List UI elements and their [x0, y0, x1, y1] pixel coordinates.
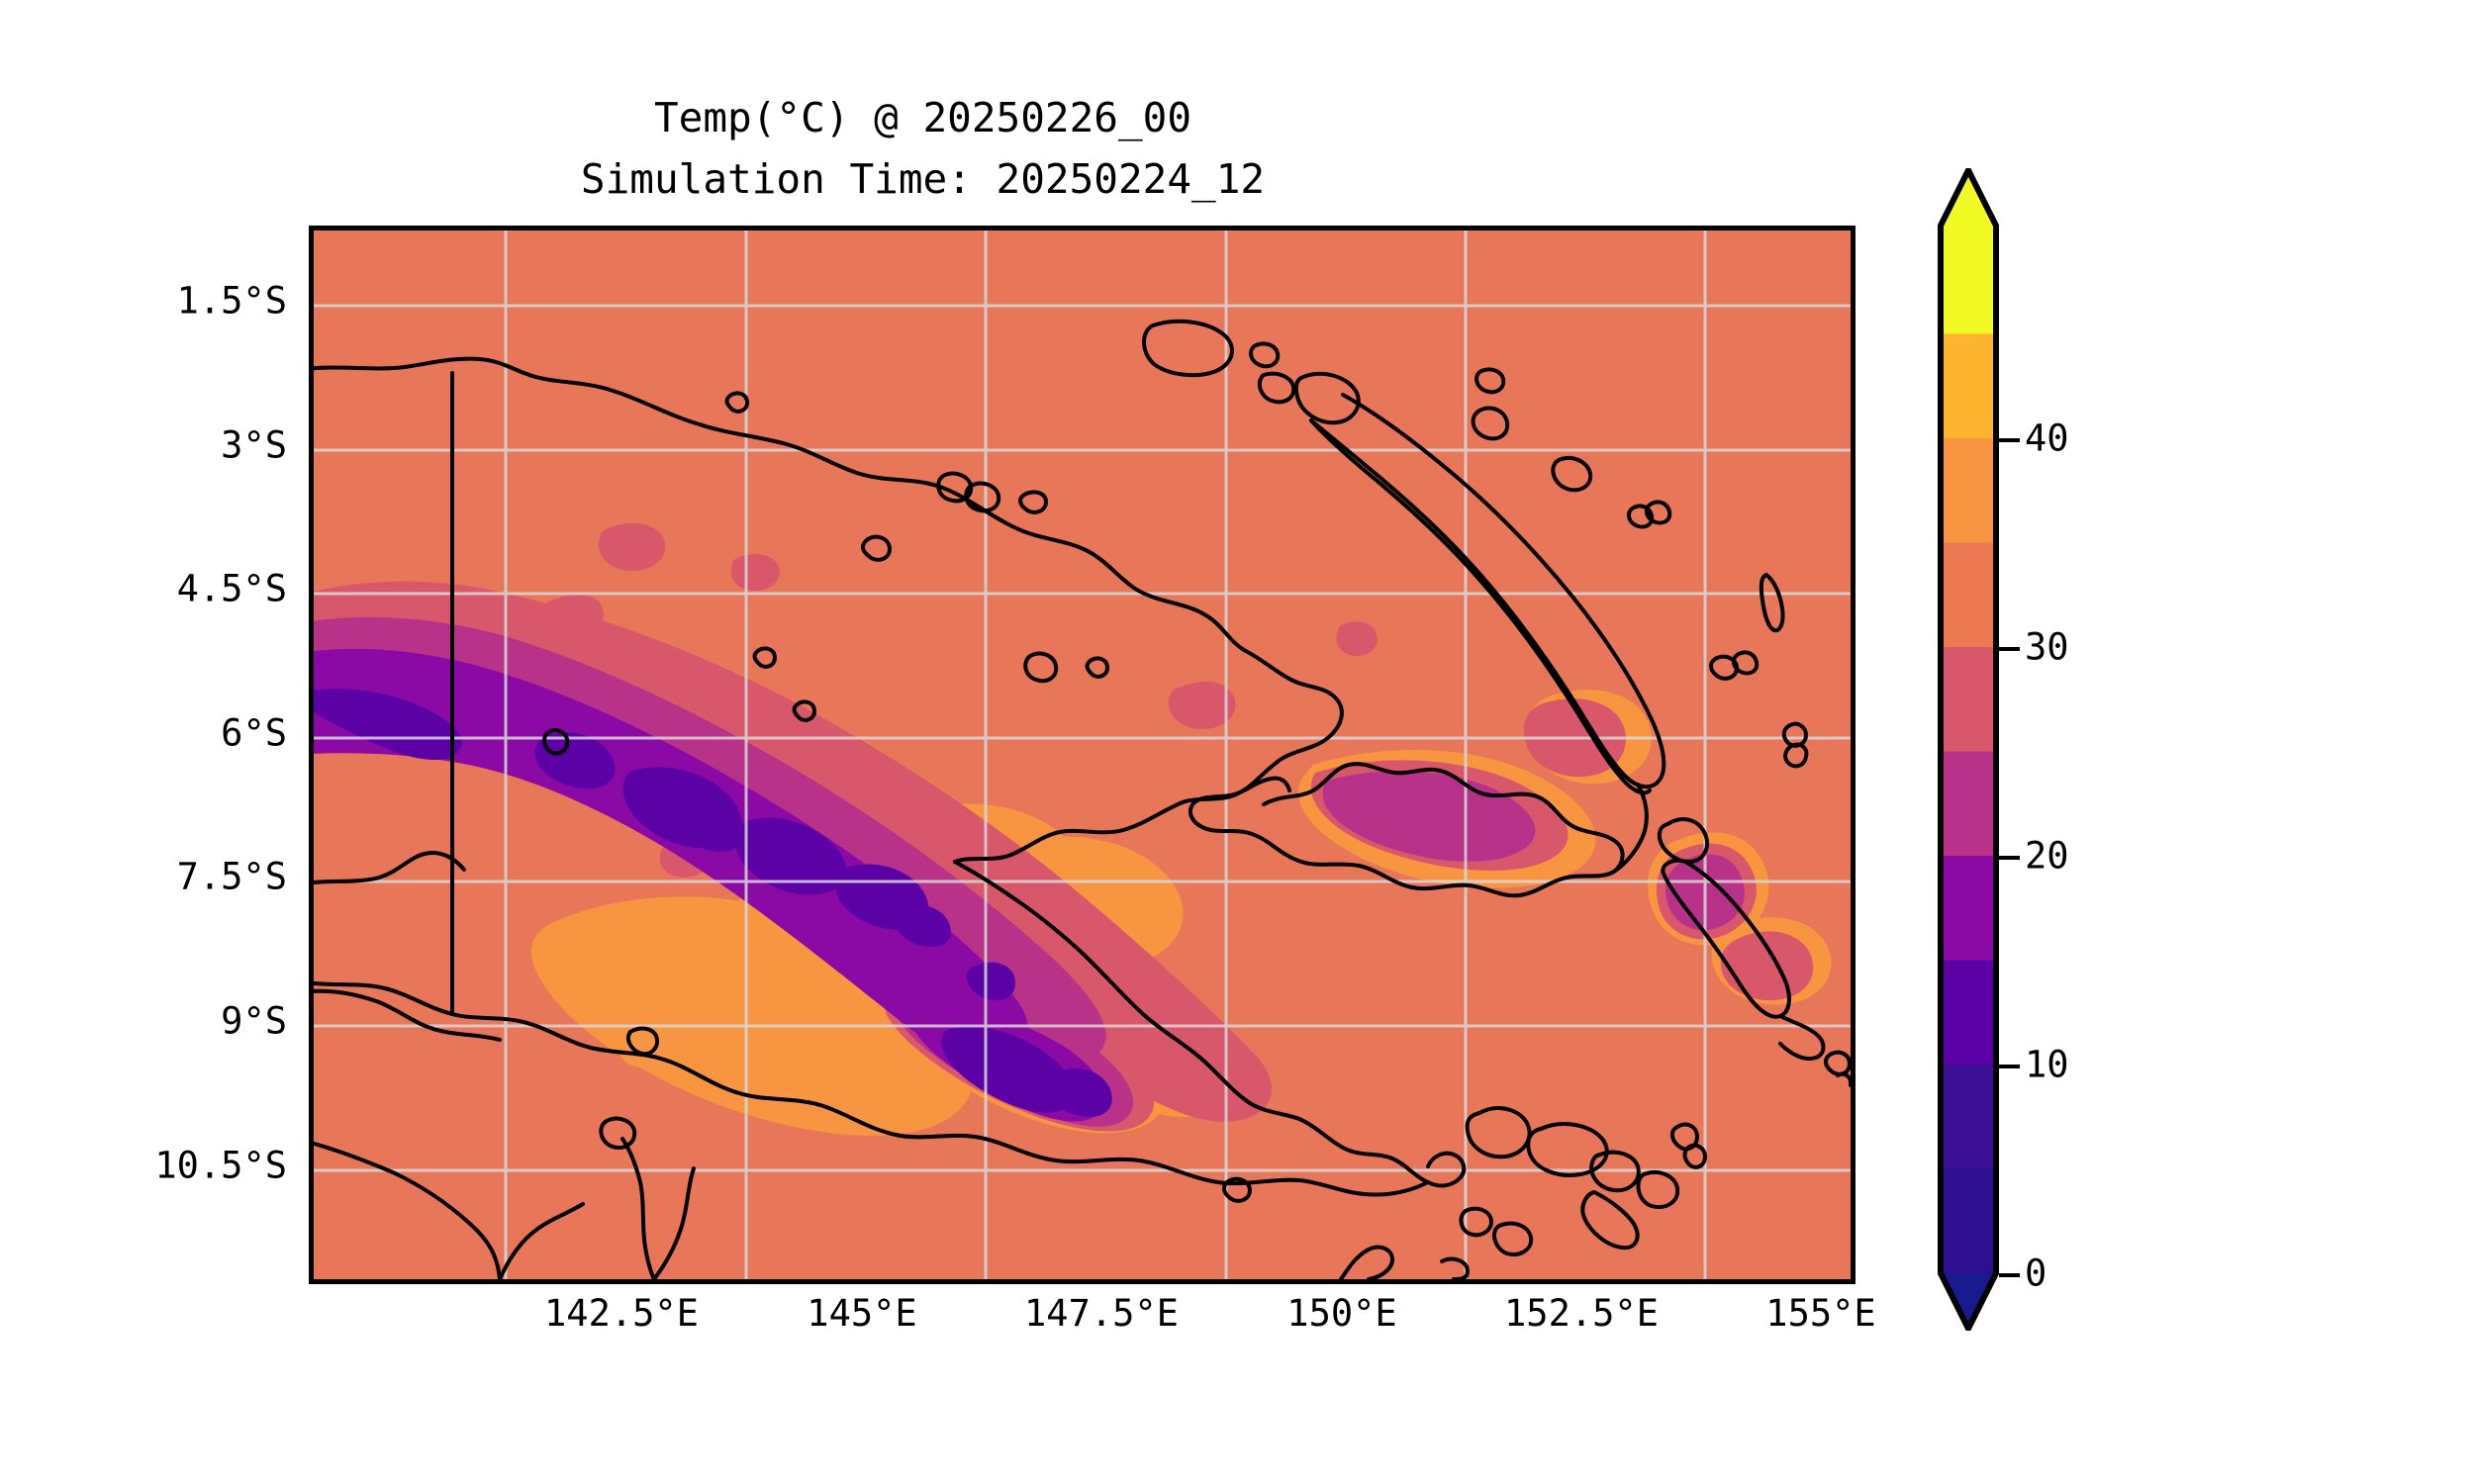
temperature-field — [314, 231, 1851, 1279]
colorbar-tick-label: 20 — [2025, 834, 2069, 878]
title-line-variable: Temp(°C) @ 20250226_00 — [653, 94, 1192, 141]
colorbar-tick-label: 40 — [2025, 417, 2069, 460]
colorbar-bands — [1941, 170, 1996, 1329]
peak-band-8c — [314, 689, 1112, 1117]
cb-band-20-25 — [1941, 647, 1996, 752]
colorbar-gradient — [1938, 168, 1999, 1331]
y-tick-label: 4.5°S — [176, 567, 287, 610]
cb-band-15-20 — [1941, 751, 1996, 856]
y-tick-label: 9°S — [221, 999, 287, 1043]
colorbar-tick-mark — [1999, 647, 2020, 651]
cb-band-10-15 — [1941, 856, 1996, 961]
y-tick-label: 7.5°S — [176, 855, 287, 898]
x-tick-label: 145°E — [807, 1292, 917, 1335]
colorbar[interactable]: 40 30 20 10 0 — [1938, 168, 2195, 1331]
y-tick-label: 10.5°S — [154, 1144, 287, 1187]
title-line-simulation-time: Simulation Time: 20250224_12 — [580, 155, 1266, 203]
colorbar-tick-mark — [1999, 1273, 2020, 1277]
x-tick-label: 150°E — [1286, 1292, 1397, 1335]
colorbar-tick-mark — [1999, 1065, 2020, 1068]
colorbar-tick-mark — [1999, 438, 2020, 442]
y-tick-label: 1.5°S — [176, 279, 287, 323]
figure-title: Temp(°C) @ 20250226_00 Simulation Time: … — [0, 87, 1846, 210]
cb-band-35-40 — [1941, 333, 1996, 438]
y-tick-label: 3°S — [221, 423, 287, 467]
colorbar-tick-mark — [1999, 856, 2020, 860]
cb-band-30-35 — [1941, 438, 1996, 543]
x-tick-label: 155°E — [1765, 1292, 1876, 1335]
x-tick-label: 142.5°E — [544, 1292, 699, 1335]
colorbar-tick-label: 30 — [2025, 625, 2069, 669]
map-axes[interactable] — [309, 226, 1856, 1284]
x-tick-label: 147.5°E — [1024, 1292, 1179, 1335]
y-tick-label: 6°S — [221, 711, 287, 755]
contourf-layer — [314, 231, 1851, 1279]
x-tick-label: 152.5°E — [1504, 1292, 1659, 1335]
coastlines — [314, 319, 1851, 1279]
cb-band-40-45 — [1941, 230, 1996, 334]
cb-over-arrow — [1941, 170, 1996, 230]
colorbar-outline — [1938, 168, 1999, 1331]
colorbar-tick-label: 0 — [2025, 1252, 2047, 1295]
cb-band-0-5 — [1941, 1065, 1996, 1169]
cb-band-5-10 — [1941, 960, 1996, 1065]
colorbar-tick-label: 10 — [2025, 1043, 2069, 1086]
cb-band-neg5-0 — [1941, 1168, 1996, 1273]
cb-band-25-30 — [1941, 542, 1996, 647]
